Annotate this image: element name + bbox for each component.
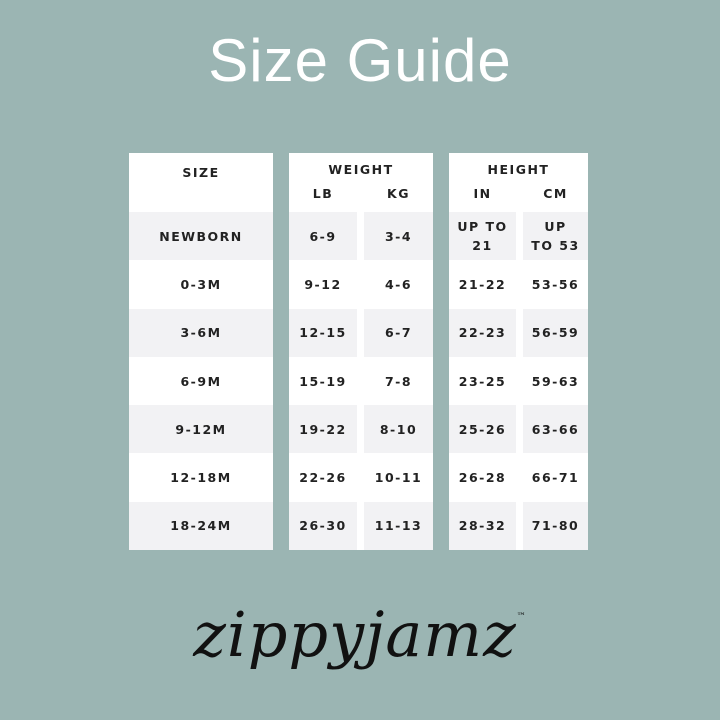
cell-kg: 8-10 — [364, 405, 433, 454]
cell-kg: 7-8 — [384, 373, 413, 389]
cell-kg: 11-13 — [364, 501, 433, 550]
cell-size: 9-12M — [129, 405, 273, 454]
cm-header: CM — [543, 186, 568, 201]
cell-lb: 15-19 — [299, 373, 347, 389]
cell-in: 22-23 — [449, 308, 516, 357]
cell-lb: 12-15 — [289, 308, 357, 357]
cell-size: 6-9M — [180, 373, 222, 389]
cell-kg: 10-11 — [374, 470, 423, 486]
cell-in: 28-32 — [449, 501, 516, 550]
cell-lb: 22-26 — [299, 470, 347, 486]
cell-size: NEWBORN — [129, 212, 273, 261]
cell-in: 21-22 — [458, 276, 507, 292]
cell-cm: 56-59 — [523, 308, 588, 357]
cell-size: 18-24M — [129, 501, 273, 550]
cell-in: UP TO 21 — [449, 212, 516, 261]
weight-column-panel: WEIGHT LB KG 6-9 3-4 9-12 4-6 12-15 6-7 15-19 7… — [289, 153, 433, 550]
cell-kg: 4-6 — [384, 276, 413, 292]
cell-lb: 6-9 — [289, 212, 357, 261]
cell-cm: 53-56 — [531, 276, 580, 292]
page-title: Size Guide — [208, 27, 512, 94]
cell-in: 26-28 — [458, 470, 507, 486]
cell-kg: 3-4 — [364, 212, 433, 261]
lb-header: LB — [312, 186, 334, 201]
cell-cm: 71-80 — [523, 501, 588, 550]
cell-cm: 66-71 — [531, 470, 580, 486]
brand-logo: zippyjamz™ — [0, 598, 720, 671]
cell-cm: UP TO 53 — [523, 212, 588, 261]
size-column-panel: SIZE NEWBORN 0-3M 3-6M 6-9M 9-12M 12-18M 18-24… — [129, 153, 273, 550]
cell-cm: 59-63 — [531, 373, 580, 389]
cell-size: 3-6M — [129, 308, 273, 357]
logo-text: zippyjamz — [193, 598, 517, 671]
cell-in: 23-25 — [458, 373, 507, 389]
in-header: IN — [473, 186, 492, 201]
cell-kg: 6-7 — [364, 308, 433, 357]
trademark: ™ — [516, 612, 527, 622]
kg-header: KG — [387, 186, 410, 201]
cell-lb: 26-30 — [289, 501, 357, 550]
cell-size: 12-18M — [170, 470, 232, 486]
size-header: SIZE — [182, 165, 220, 180]
cell-size: 0-3M — [180, 276, 222, 292]
height-column-panel: HEIGHT IN CM UP TO 21 UP TO 53 21-22 53-56 2… — [449, 153, 588, 550]
weight-header: WEIGHT — [328, 162, 394, 177]
cell-lb: 9-12 — [304, 276, 342, 292]
height-header: HEIGHT — [487, 162, 550, 177]
cell-lb: 19-22 — [289, 405, 357, 454]
cell-in: 25-26 — [449, 405, 516, 454]
cell-cm: 63-66 — [523, 405, 588, 454]
